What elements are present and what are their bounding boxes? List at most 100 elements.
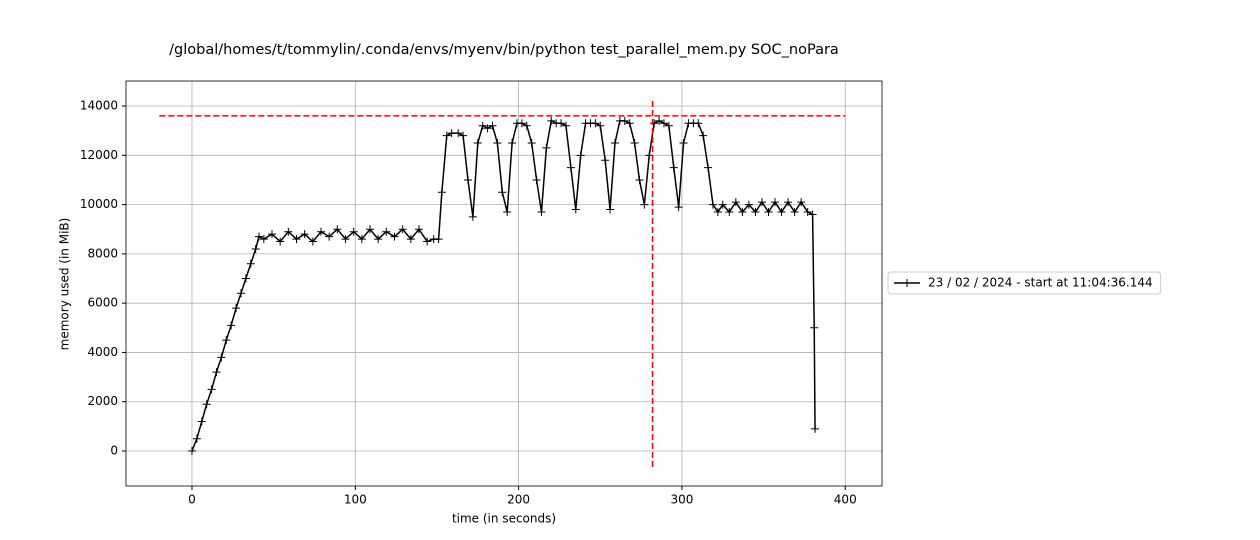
data-marker — [459, 131, 468, 140]
data-marker — [317, 227, 326, 236]
data-marker — [251, 244, 260, 253]
data-marker — [591, 119, 600, 128]
plot-frame — [125, 80, 883, 487]
data-marker — [390, 232, 399, 241]
data-marker — [246, 259, 255, 268]
data-marker — [679, 138, 688, 147]
data-marker — [771, 198, 780, 207]
data-marker — [640, 200, 649, 209]
data-marker — [254, 232, 263, 241]
data-marker — [268, 230, 277, 239]
data-marker — [333, 225, 342, 234]
y-tick-label: 14000 — [80, 99, 118, 113]
data-marker — [398, 225, 407, 234]
data-marker — [810, 323, 819, 332]
data-marker — [790, 207, 799, 216]
data-marker — [699, 131, 708, 140]
data-marker — [566, 163, 575, 172]
data-marker — [197, 417, 206, 426]
x-tick-label: 0 — [188, 493, 196, 507]
data-marker — [442, 131, 451, 140]
legend-box — [887, 271, 1162, 295]
data-marker — [669, 163, 678, 172]
data-marker — [212, 368, 221, 377]
data-marker — [217, 353, 226, 362]
data-marker — [517, 119, 526, 128]
data-marker — [473, 138, 482, 147]
data-marker — [744, 200, 753, 209]
data-marker — [708, 200, 717, 209]
y-tick-label: 2000 — [87, 394, 118, 408]
x-tick-label: 100 — [344, 493, 367, 507]
chart-title: /global/homes/t/tommylin/.conda/envs/mye… — [169, 42, 839, 58]
data-marker — [620, 116, 629, 125]
data-marker — [751, 207, 760, 216]
data-marker — [341, 235, 350, 244]
data-marker — [508, 138, 517, 147]
data-marker — [630, 138, 639, 147]
data-marker — [797, 198, 806, 207]
data-marker — [738, 207, 747, 216]
data-marker — [292, 235, 301, 244]
data-marker — [542, 143, 551, 152]
data-marker — [803, 207, 812, 216]
data-marker — [601, 156, 610, 165]
x-tick-label: 400 — [834, 493, 857, 507]
data-marker — [414, 225, 423, 234]
y-tick-label: 8000 — [87, 246, 118, 260]
data-marker — [713, 207, 722, 216]
data-marker — [437, 188, 446, 197]
x-tick-label: 300 — [670, 493, 693, 507]
data-marker — [284, 227, 293, 236]
y-tick-label: 10000 — [80, 197, 118, 211]
data-marker — [777, 207, 786, 216]
data-marker — [308, 237, 317, 246]
data-marker — [503, 207, 512, 216]
data-marker — [468, 212, 477, 221]
data-marker — [571, 205, 580, 214]
data-marker — [718, 200, 727, 209]
data-marker — [232, 304, 241, 313]
data-marker — [664, 121, 673, 130]
data-marker — [222, 336, 231, 345]
y-axis-label: memory used (in MiB) — [58, 218, 72, 351]
data-marker — [694, 119, 703, 128]
legend-marker — [903, 279, 911, 287]
data-marker — [547, 116, 556, 125]
data-marker — [276, 237, 285, 246]
data-marker — [561, 121, 570, 130]
data-marker — [557, 119, 566, 128]
data-marker — [606, 205, 615, 214]
data-marker — [610, 138, 619, 147]
x-tick-label: 200 — [507, 493, 530, 507]
data-marker — [478, 121, 487, 130]
data-marker — [202, 400, 211, 409]
data-marker — [757, 198, 766, 207]
data-marker — [187, 447, 196, 456]
data-marker — [434, 235, 443, 244]
data-marker — [731, 198, 740, 207]
data-marker — [522, 121, 531, 130]
data-marker — [406, 235, 415, 244]
data-marker — [454, 129, 463, 138]
data-marker — [808, 210, 817, 219]
data-marker — [811, 424, 820, 433]
data-marker — [635, 175, 644, 184]
data-marker — [192, 434, 201, 443]
x-axis-label: time (in seconds) — [452, 512, 556, 526]
y-tick-label: 0 — [110, 444, 118, 458]
data-marker — [259, 235, 268, 244]
data-marker — [423, 237, 432, 246]
data-marker — [527, 138, 536, 147]
data-marker — [236, 289, 245, 298]
data-marker — [655, 116, 664, 125]
data-marker — [207, 385, 216, 394]
data-marker — [625, 119, 634, 128]
y-tick-label: 12000 — [80, 148, 118, 162]
data-marker — [357, 235, 366, 244]
data-marker — [532, 175, 541, 184]
data-marker — [498, 188, 507, 197]
data-marker — [463, 175, 472, 184]
